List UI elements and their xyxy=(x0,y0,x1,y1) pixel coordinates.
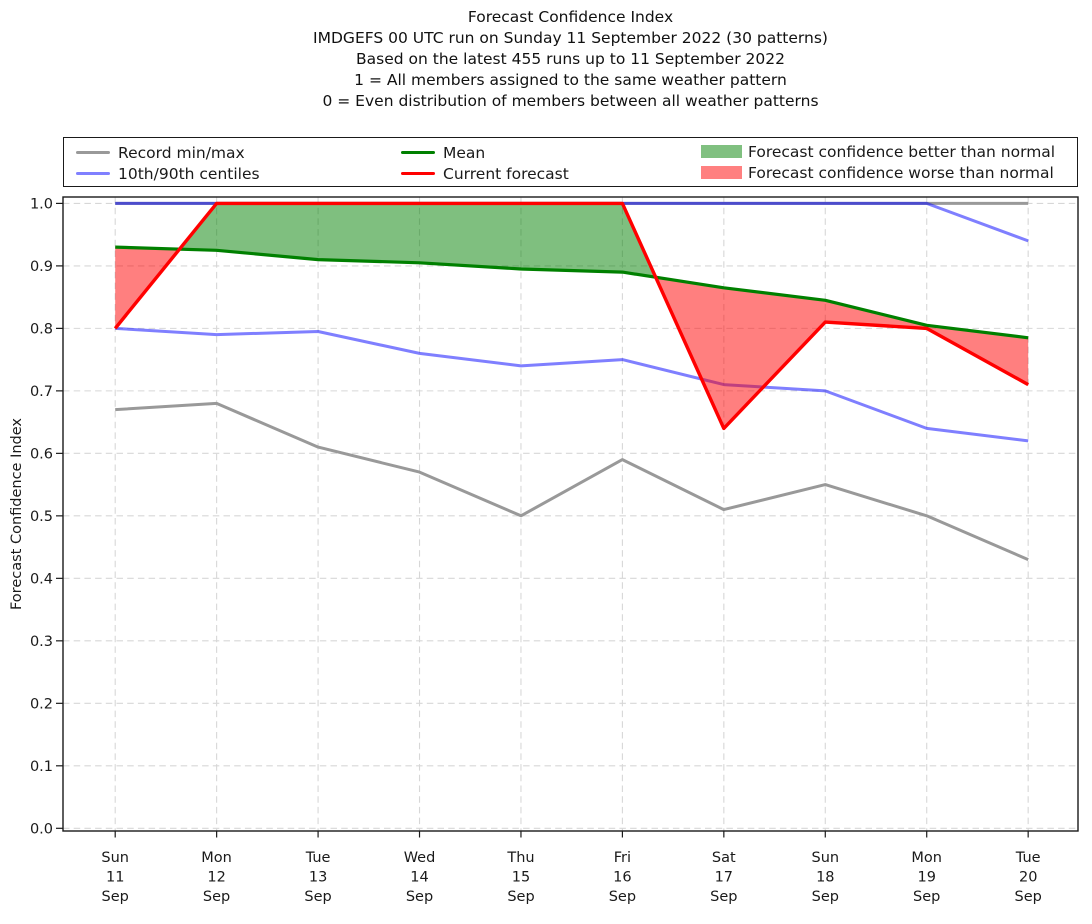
current-forecast-line-swatch xyxy=(401,171,435,176)
svg-text:0.3: 0.3 xyxy=(30,634,53,650)
svg-text:1.0: 1.0 xyxy=(30,197,53,213)
series-current-forecast xyxy=(113,201,1030,431)
legend-label: Forecast confidence better than normal xyxy=(748,142,1056,161)
svg-text:0.9: 0.9 xyxy=(30,259,53,275)
centiles-line-swatch xyxy=(76,171,110,176)
legend-label: Mean xyxy=(443,143,486,162)
x-tick-label: Mon 12 Sep xyxy=(201,850,232,905)
chart-subtitle-4: 0 = Even distribution of members between… xyxy=(322,92,819,110)
legend-item-centiles: 10th/90th centiles xyxy=(76,163,260,184)
svg-text:0.5: 0.5 xyxy=(30,509,53,525)
x-tick-label: Sun 11 Sep xyxy=(101,850,129,905)
svg-text:0.7: 0.7 xyxy=(30,384,53,400)
series-record-min xyxy=(115,401,1029,561)
svg-text:0.6: 0.6 xyxy=(30,447,53,463)
svg-text:0.0: 0.0 xyxy=(30,822,53,838)
legend-item-mean: Mean xyxy=(401,142,485,163)
legend-item-record-minmax: Record min/max xyxy=(76,142,245,163)
title-block: Forecast Confidence Index IMDGEFS 00 UTC… xyxy=(63,7,1078,112)
x-tick-label: Sun 18 Sep xyxy=(812,850,840,905)
x-tick-label: Wed 14 Sep xyxy=(404,850,436,905)
svg-text:0.2: 0.2 xyxy=(30,697,53,713)
y-tick-labels: 0.0 0.1 0.2 0.3 0.4 0.5 0.6 0.7 0.8 0.9 1.0 xyxy=(30,197,53,838)
legend-item-better-than-normal: Forecast confidence better than normal xyxy=(701,141,1055,162)
legend-label: Forecast confidence worse than normal xyxy=(748,163,1054,182)
svg-text:0.8: 0.8 xyxy=(30,322,53,338)
svg-text:0.1: 0.1 xyxy=(30,759,53,775)
series-10th-centile xyxy=(115,326,1029,443)
legend: Record min/max 10th/90th centiles Mean C… xyxy=(63,137,1078,187)
axis-ticks xyxy=(56,202,1029,838)
better-fill-swatch xyxy=(701,145,742,158)
record-minmax-line-swatch xyxy=(76,150,110,155)
x-tick-label: Tue 20 Sep xyxy=(1015,850,1042,905)
series-mean xyxy=(115,245,1029,340)
plot-frame xyxy=(62,196,1079,832)
chart-subtitle-3: 1 = All members assigned to the same wea… xyxy=(354,71,787,89)
x-tick-label: Fri 16 Sep xyxy=(609,850,636,905)
x-tick-label: Mon 19 Sep xyxy=(911,850,942,905)
legend-label: 10th/90th centiles xyxy=(118,164,260,183)
mean-line-swatch xyxy=(401,150,435,155)
x-tick-label: Sat 17 Sep xyxy=(710,850,737,905)
worse-fill-swatch xyxy=(701,166,742,179)
fill-worse-than-normal xyxy=(655,277,1029,429)
fill-better-than-normal xyxy=(179,203,656,278)
legend-item-current-forecast: Current forecast xyxy=(401,163,569,184)
x-tick-labels: Sun 11 Sep Mon 12 Sep Tue 13 Sep Wed 14 Sep Thu 15 Sep… xyxy=(101,850,1041,905)
chart-title: Forecast Confidence Index xyxy=(467,8,674,26)
legend-item-worse-than-normal: Forecast confidence worse than normal xyxy=(701,162,1054,183)
svg-text:0.4: 0.4 xyxy=(30,572,53,588)
legend-label: Record min/max xyxy=(118,143,245,162)
x-tick-label: Tue 13 Sep xyxy=(304,850,331,905)
chart-subtitle-2: Based on the latest 455 runs up to 11 Se… xyxy=(356,50,785,68)
chart-subtitle-1: IMDGEFS 00 UTC run on Sunday 11 Septembe… xyxy=(313,29,828,47)
x-tick-label: Thu 15 Sep xyxy=(506,850,534,905)
legend-label: Current forecast xyxy=(443,164,569,183)
